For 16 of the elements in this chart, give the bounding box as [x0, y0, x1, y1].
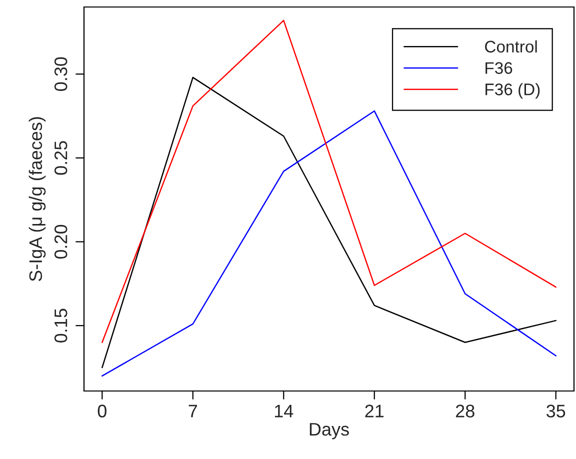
y-tick-label: 0.15 [54, 308, 68, 342]
x-tick-label: 14 [274, 404, 294, 418]
x-tick-label: 35 [546, 404, 566, 418]
y-tick-label: 0.20 [54, 224, 68, 259]
line-series [102, 20, 556, 343]
legend-label: F36 [486, 62, 512, 74]
x-tick-label: 7 [188, 404, 198, 418]
x-tick-label: 28 [456, 404, 474, 418]
y-axis-title: S-IgA (μ g/g (faeces) [28, 117, 46, 282]
y-tick-label: 0.25 [54, 141, 68, 175]
x-axis-title: Days [310, 423, 349, 440]
legend-label: F36 (D) [486, 83, 540, 99]
x-tick-label: 21 [365, 404, 384, 418]
y-tick-label: 0.30 [54, 57, 68, 91]
legend-label: Control [485, 40, 537, 53]
x-tick-label: 0 [98, 404, 106, 418]
